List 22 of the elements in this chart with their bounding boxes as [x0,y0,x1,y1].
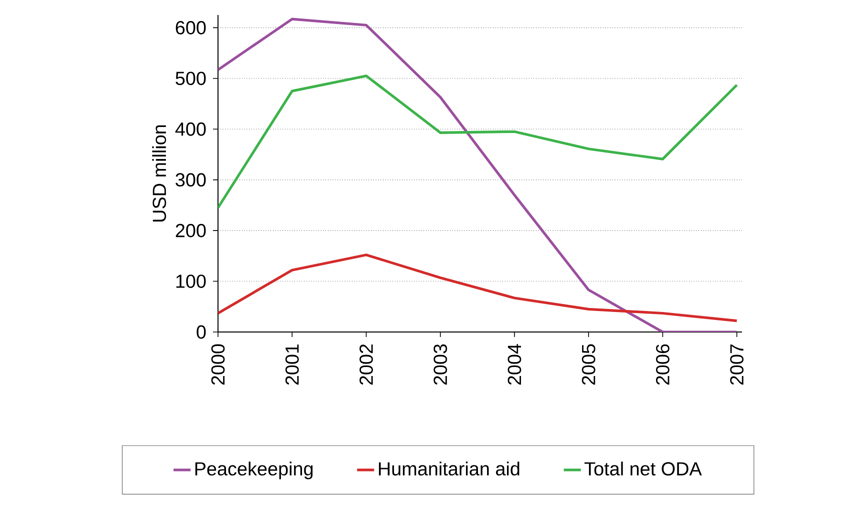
y-tick-label: 600 [176,20,206,34]
line-series [218,18,738,332]
x-tick-label: 2007 [730,344,744,385]
y-tick-label: 500 [176,72,206,86]
x-tick-label: 2005 [582,344,596,385]
line-series [218,254,738,322]
y-tick-label: 100 [176,274,206,288]
x-tick-label: 2001 [285,344,299,385]
y-axis-title: USD million [152,125,166,222]
legend-label: Total net ODA [584,462,702,476]
y-tick-label: 300 [176,173,206,187]
x-tick-label: 2003 [434,344,448,385]
x-tick-label: 2004 [508,344,522,385]
x-tick-label: 2006 [656,344,670,385]
y-tick-label: 200 [176,224,206,238]
y-tick-label: 0 [196,325,206,339]
x-tick-label: 2002 [360,344,373,385]
y-tick-label: 400 [175,122,206,136]
legend-label: Humanitarian aid [378,462,520,476]
x-tick-label: 2000 [211,344,225,385]
legend-label: Peacekeeping [195,462,313,480]
line-series [218,74,738,210]
